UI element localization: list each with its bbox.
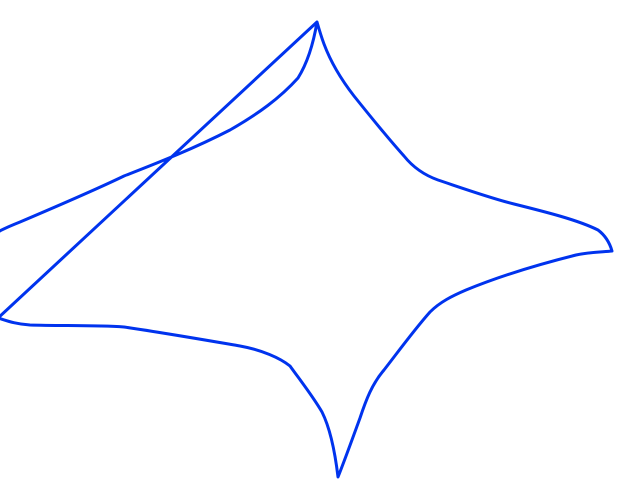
- star-outline: [0, 20, 614, 479]
